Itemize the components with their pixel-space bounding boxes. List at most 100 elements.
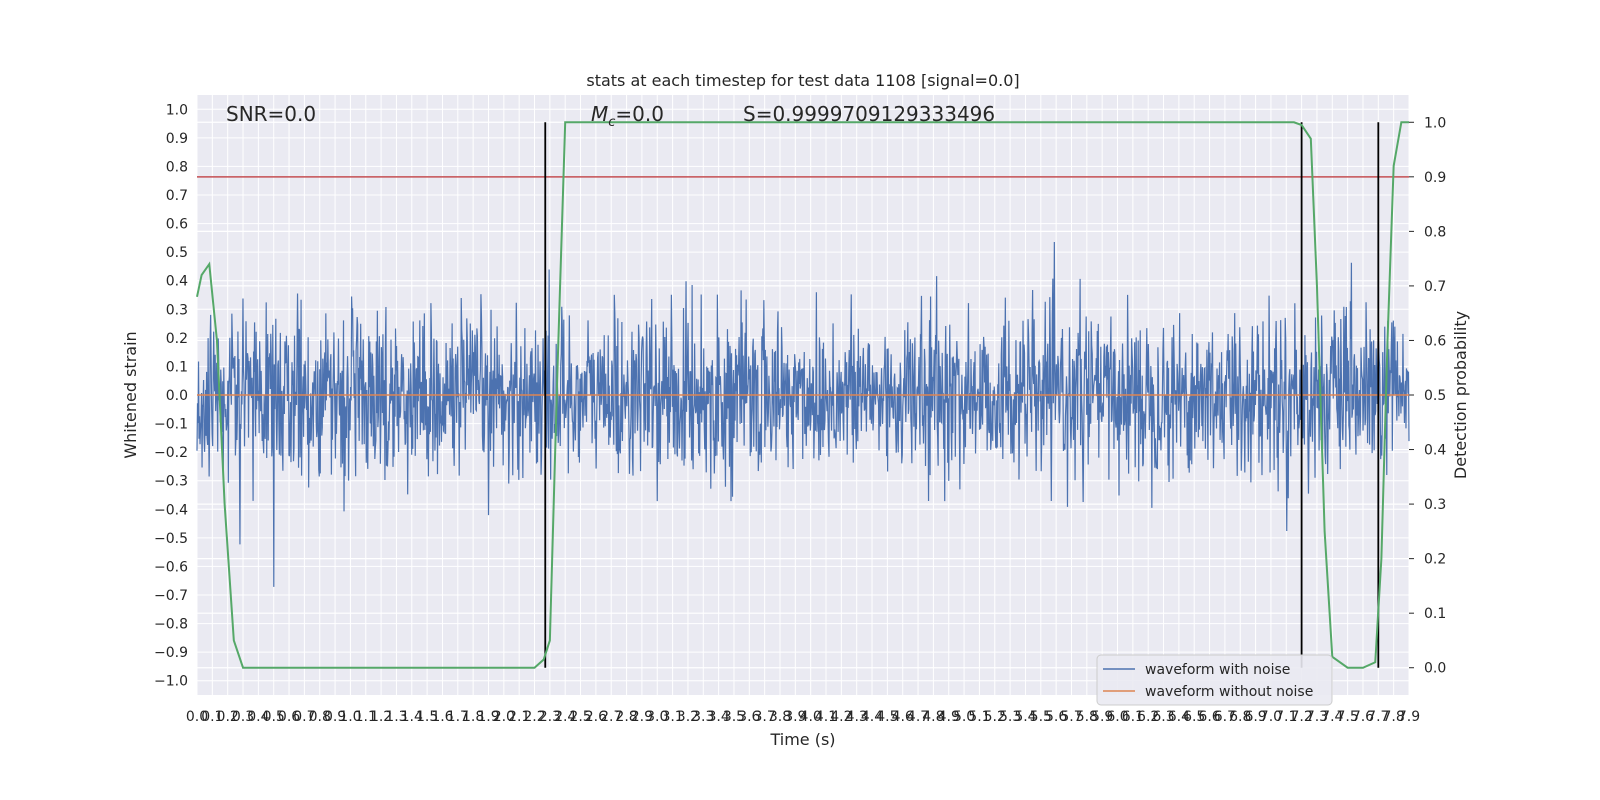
y-tick-label-left: 0.8 — [166, 159, 188, 175]
x-tick-label: 4.7 — [907, 709, 929, 725]
x-tick-label: 3.8 — [769, 709, 791, 725]
x-tick-label: 0.4 — [247, 709, 269, 725]
x-tick-label: 3.7 — [754, 709, 776, 725]
x-tick-label: 3.3 — [692, 709, 714, 725]
x-tick-label: 2.8 — [615, 709, 637, 725]
x-tick-label: 2.5 — [569, 709, 591, 725]
y-tick-label-left: 0.6 — [166, 217, 188, 233]
y-tick-label-left: −0.3 — [154, 474, 188, 490]
x-tick-label: 3.2 — [677, 709, 699, 725]
x-tick-label: 0.8 — [309, 709, 331, 725]
x-tick-label: 7.5 — [1337, 709, 1359, 725]
y-tick-label-left: −0.4 — [154, 502, 188, 518]
mc-symbol: M — [591, 102, 608, 126]
x-tick-label: 0.1 — [201, 709, 223, 725]
x-tick-label: 1.5 — [416, 709, 438, 725]
y-tick-label-left: −0.2 — [154, 445, 188, 461]
y-tick-label-left: −0.6 — [154, 559, 188, 575]
x-tick-label: 7.7 — [1367, 709, 1389, 725]
x-tick-label: 1.2 — [370, 709, 392, 725]
x-tick-label: 3.9 — [784, 709, 806, 725]
x-tick-label: 6.7 — [1214, 709, 1236, 725]
y-tick-labels-right: 0.0 0.1 0.2 0.3 0.4 0.5 0.6 0.7 0.8 0.9 1.0 — [1424, 115, 1446, 676]
y-tick-label-left: 0.4 — [166, 274, 188, 290]
x-tick-label: 6.3 — [1152, 709, 1174, 725]
y-tick-label-left: 0.3 — [166, 302, 188, 318]
x-tick-label: 6.2 — [1137, 709, 1159, 725]
x-tick-label: 4.0 — [800, 709, 822, 725]
x-tick-label: 6.9 — [1244, 709, 1266, 725]
x-tick-label: 3.5 — [723, 709, 745, 725]
y-tick-label-right: 0.0 — [1424, 661, 1446, 677]
y-tick-label-right: 0.5 — [1424, 388, 1446, 404]
y-tick-label-left: −0.8 — [154, 617, 188, 633]
x-tick-label: 7.4 — [1321, 709, 1343, 725]
x-tick-label: 7.2 — [1290, 709, 1312, 725]
y-tick-label-right: 0.6 — [1424, 333, 1446, 349]
x-tick-label: 6.4 — [1168, 709, 1190, 725]
x-tick-label: 3.1 — [661, 709, 683, 725]
y-gridlines-left — [197, 108, 1409, 682]
x-tick-label: 7.1 — [1275, 709, 1297, 725]
x-tick-label: 2.4 — [554, 709, 576, 725]
x-tick-label: 2.9 — [631, 709, 653, 725]
x-tick-label: 2.0 — [493, 709, 515, 725]
x-tick-label: 5.5 — [1030, 709, 1052, 725]
x-tick-label: 3.6 — [738, 709, 760, 725]
x-tick-label: 5.4 — [1014, 709, 1036, 725]
x-tick-label: 7.6 — [1352, 709, 1374, 725]
y-axis-label-right: Detection probability — [1451, 311, 1470, 479]
mc-value: =0.0 — [615, 102, 664, 126]
x-tick-label: 3.4 — [707, 709, 729, 725]
x-tick-label: 0.6 — [278, 709, 300, 725]
y-axis-label-left: Whitened strain — [121, 331, 140, 458]
y-tick-labels-left: −1.0 −0.9 −0.8 −0.7 −0.6 −0.5 −0.4 −0.3 −0.2 −0.1… — [154, 102, 188, 689]
x-tick-label: 4.2 — [830, 709, 852, 725]
x-tick-label: 2.7 — [600, 709, 622, 725]
mc-subscript: c — [608, 115, 615, 130]
x-tick-label: 6.0 — [1106, 709, 1128, 725]
y-tick-label-left: −0.7 — [154, 588, 188, 604]
x-tick-label: 5.9 — [1091, 709, 1113, 725]
x-tick-label: 7.8 — [1383, 709, 1405, 725]
legend-label-without-noise: waveform without noise — [1145, 684, 1313, 700]
x-tick-labels: 0.00.10.20.30.40.50.60.70.80.91.01.11.21… — [186, 709, 1420, 725]
x-tick-label: 1.0 — [339, 709, 361, 725]
x-tick-label: 1.6 — [431, 709, 453, 725]
x-tick-label: 4.5 — [876, 709, 898, 725]
x-tick-label: 1.1 — [355, 709, 377, 725]
x-tick-label: 4.4 — [861, 709, 883, 725]
y-tick-label-left: −0.1 — [154, 417, 188, 433]
x-tick-label: 6.5 — [1183, 709, 1205, 725]
series-detection-probability — [196, 121, 1409, 669]
x-tick-label: 0.3 — [232, 709, 254, 725]
y-tick-label-left: 0.1 — [166, 359, 188, 375]
noise-line — [196, 241, 1410, 587]
x-tick-label: 6.1 — [1122, 709, 1144, 725]
x-tick-label: 7.0 — [1260, 709, 1282, 725]
x-tick-label: 2.1 — [508, 709, 530, 725]
x-tick-label: 0.2 — [217, 709, 239, 725]
x-tick-label: 1.8 — [462, 709, 484, 725]
x-axis-label: Time (s) — [769, 730, 835, 749]
snr-annotation: SNR=0.0 — [226, 102, 316, 126]
chart-title: stats at each timestep for test data 110… — [586, 71, 1019, 90]
y-tick-label-right: 0.1 — [1424, 606, 1446, 622]
x-tick-label: 0.5 — [263, 709, 285, 725]
x-tick-label: 4.3 — [846, 709, 868, 725]
legend-label-with-noise: waveform with noise — [1145, 662, 1290, 678]
x-tick-label: 0.7 — [293, 709, 315, 725]
x-tick-label: 2.3 — [539, 709, 561, 725]
y-tick-label-left: 1.0 — [166, 102, 188, 118]
x-tick-label: 5.3 — [999, 709, 1021, 725]
vertical-markers — [544, 122, 1380, 668]
y-tick-label-left: 0.9 — [166, 131, 188, 147]
probability-line — [196, 121, 1409, 669]
y-tick-label-right: 1.0 — [1424, 115, 1446, 131]
y-tick-label-left: −1.0 — [154, 674, 188, 690]
x-tick-label: 0.0 — [186, 709, 208, 725]
x-tick-label: 4.6 — [892, 709, 914, 725]
x-tick-label: 5.8 — [1076, 709, 1098, 725]
y-tick-label-left: −0.5 — [154, 531, 188, 547]
